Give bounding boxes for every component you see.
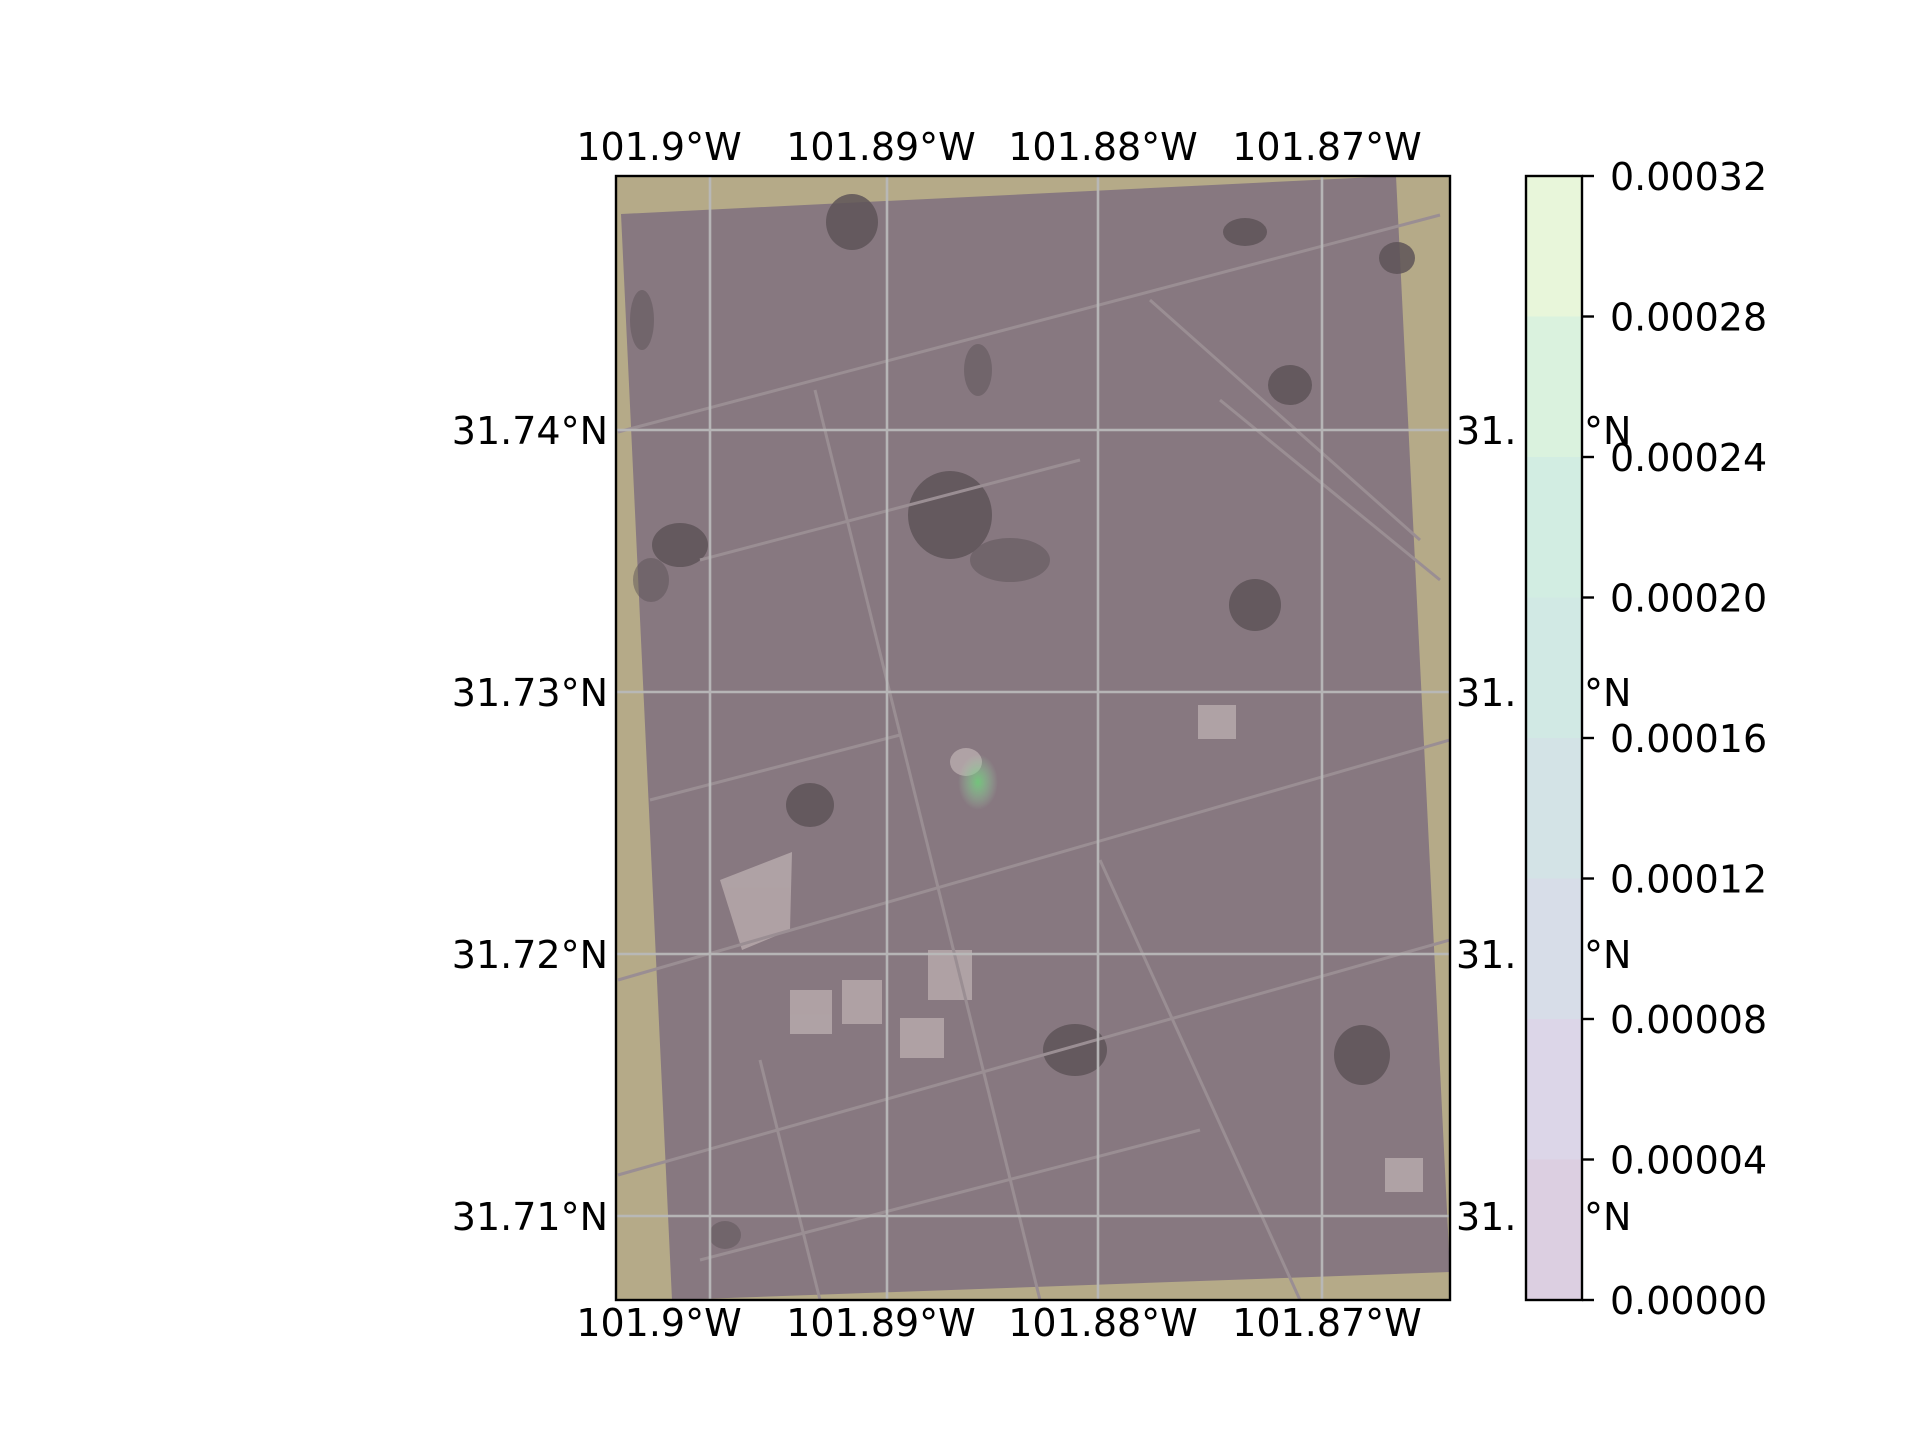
lon-tick-label: 101.9°W — [576, 1301, 741, 1345]
colorbar-band — [1526, 176, 1582, 317]
lat-tick-label: 31.73°N — [452, 671, 608, 715]
map-frame — [614, 174, 1452, 1302]
colorbar-tick-label: 0.00000 — [1610, 1279, 1767, 1323]
terrain-light-pads — [720, 705, 1423, 1192]
terrain-dark-features — [630, 194, 1415, 1249]
lat-tick-label-right: 31. — [1456, 1195, 1516, 1239]
map-gridlines — [616, 176, 1450, 1300]
colorbar-band — [1526, 1019, 1582, 1160]
colorbar-ticks: 0.00000 0.00004 0.00008 0.00012 0.00016 0.000… — [1582, 155, 1767, 1323]
colorbar-tick-label: 0.00028 — [1610, 296, 1767, 340]
colorbar-band — [1526, 457, 1582, 598]
colorbar-band — [1526, 316, 1582, 457]
map-panel: 101.9°W 101.89°W 101.88°W 101.87°W 101.9°W 1… — [452, 125, 1632, 1345]
colorbar-tick-label: 0.00016 — [1610, 717, 1767, 761]
colorbar-tick-label: 0.00024 — [1610, 436, 1767, 480]
lon-tick-label: 101.9°W — [576, 125, 741, 169]
colorbar-band — [1526, 1159, 1582, 1300]
colorbar-band — [1526, 878, 1582, 1019]
lon-tick-labels-top: 101.9°W 101.89°W 101.88°W 101.87°W — [576, 125, 1421, 169]
lat-tick-label: 31.74°N — [452, 409, 608, 453]
colorbar-band — [1526, 597, 1582, 738]
satellite-basemap — [616, 176, 1450, 1300]
lat-tick-label-right: 31. — [1456, 671, 1516, 715]
lon-tick-label: 101.87°W — [1232, 125, 1422, 169]
imagery-footprint — [621, 176, 1450, 1300]
lat-tick-label-right: 31. — [1456, 409, 1516, 453]
colorbar-bands — [1526, 176, 1582, 1300]
colorbar-tick-label: 0.00032 — [1610, 155, 1767, 199]
lat-tick-label: 31.72°N — [452, 933, 608, 977]
colorbar-tick-label: 0.00008 — [1610, 998, 1767, 1042]
lon-tick-label: 101.87°W — [1232, 1301, 1422, 1345]
plume-overlay — [958, 754, 998, 810]
lon-tick-label: 101.89°W — [786, 125, 976, 169]
colorbar-tick-label: 0.00020 — [1610, 577, 1767, 621]
lon-tick-labels-bottom: 101.9°W 101.89°W 101.88°W 101.87°W — [576, 1301, 1421, 1345]
lat-tick-label-right-suffix: °N — [1584, 409, 1631, 453]
lat-tick-label-right: 31. — [1456, 933, 1516, 977]
lat-tick-label-right-suffix: °N — [1584, 1195, 1631, 1239]
lat-tick-label: 31.71°N — [452, 1195, 608, 1239]
lat-tick-label-right-suffix: °N — [1584, 933, 1631, 977]
lon-tick-label: 101.89°W — [786, 1301, 976, 1345]
colorbar: 0.00000 0.00004 0.00008 0.00012 0.00016 0.000… — [1524, 155, 1767, 1323]
colorbar-tick-label: 0.00012 — [1610, 858, 1767, 902]
terrain-roads — [617, 213, 1450, 1300]
lat-tick-label-right-suffix: °N — [1584, 671, 1631, 715]
lon-tick-label: 101.88°W — [1008, 1301, 1198, 1345]
lat-tick-labels-right: 31. °N 31. °N 31. °N 31. °N — [1456, 409, 1631, 1239]
lat-tick-labels-left: 31.74°N 31.73°N 31.72°N 31.71°N — [452, 409, 608, 1239]
lon-tick-label: 101.88°W — [1008, 125, 1198, 169]
colorbar-tick-label: 0.00004 — [1610, 1139, 1767, 1183]
colorbar-band — [1526, 738, 1582, 879]
